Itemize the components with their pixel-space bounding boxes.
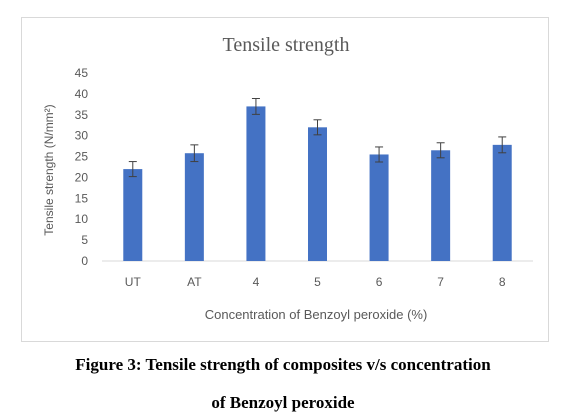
figure-caption-line1: Figure 3: Tensile strength of composites… [75, 355, 491, 374]
y-tick-label: 35 [75, 108, 89, 122]
y-tick-label: 40 [75, 87, 89, 101]
x-tick-label: 7 [437, 275, 444, 289]
chart-frame: Tensile strength 0 5 10 15 20 25 30 35 40 45 UT AT… [21, 17, 549, 342]
error-bar [313, 119, 322, 136]
x-tick-label: UT [125, 275, 142, 289]
bar [308, 127, 327, 261]
x-tick-label: 8 [499, 275, 506, 289]
y-tick-label: 5 [81, 233, 88, 247]
x-tick-label: 6 [376, 275, 383, 289]
error-bar [128, 161, 137, 178]
bars [123, 106, 512, 261]
bar [123, 169, 143, 261]
y-axis-label: Tensile strength (N/mm²) [42, 104, 56, 235]
error-bar [375, 146, 384, 163]
y-tick-label: 15 [75, 191, 89, 205]
error-bar [190, 144, 199, 163]
x-axis-ticks: UT AT 4 5 6 7 8 [125, 275, 506, 289]
bar [184, 153, 204, 261]
error-bar [498, 136, 507, 154]
figure-caption-line2: of Benzoyl peroxide [211, 393, 355, 412]
y-tick-label: 10 [75, 212, 89, 226]
y-tick-label: 20 [75, 170, 89, 184]
bar [431, 150, 451, 261]
bar [246, 106, 266, 261]
bar [369, 154, 389, 261]
error-bar [251, 97, 260, 115]
error-bar [436, 142, 445, 159]
x-tick-label: 4 [253, 275, 260, 289]
bar [492, 144, 512, 261]
y-tick-label: 30 [75, 129, 89, 143]
x-axis-label: Concentration of Benzoyl peroxide (%) [205, 307, 428, 322]
x-tick-label: AT [187, 275, 202, 289]
chart-title: Tensile strength [223, 34, 350, 56]
x-tick-label: 5 [314, 275, 321, 289]
y-axis-ticks: 0 5 10 15 20 25 30 35 40 45 [75, 66, 89, 268]
y-tick-label: 45 [75, 66, 89, 80]
y-tick-label: 25 [75, 150, 89, 164]
error-bars [128, 97, 507, 178]
y-tick-label: 0 [81, 254, 88, 268]
